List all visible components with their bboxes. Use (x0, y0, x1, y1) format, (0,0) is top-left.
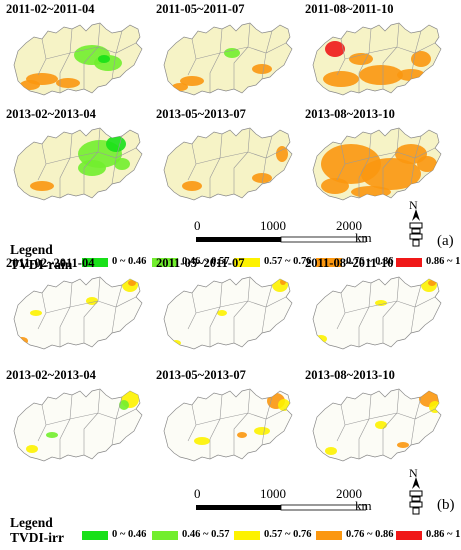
legend-class-label: 0.86 ~ 1 (426, 256, 461, 267)
legend-class-label: 0.46 ~ 0.57 (182, 529, 230, 540)
region-map (311, 124, 443, 209)
region-map (12, 124, 144, 209)
legend-class-label: 0.76 ~ 0.86 (346, 529, 394, 540)
legend-title-a: Legend TVDI-rain (10, 242, 72, 272)
panel-period-label: 2011-02~2011-04 (6, 2, 95, 16)
north-arrow-icon-a: N (409, 198, 423, 247)
map-panel: 2011-08~2011-10 (303, 256, 453, 360)
legend-variable-b: TVDI-irr (10, 530, 64, 545)
legend-word-a: Legend (10, 242, 53, 257)
region-map (12, 385, 144, 470)
region-map (311, 19, 443, 104)
panel-period-label: 2013-08~2013-10 (305, 368, 395, 382)
legend-word-b: Legend (10, 515, 53, 530)
legend-variable-a: TVDI-rain (10, 257, 73, 272)
north-label-b: N (409, 466, 418, 480)
scale-bar-a (196, 236, 366, 243)
legend-class-label: 0.57 ~ 0.76 (264, 529, 312, 540)
region-map (162, 19, 294, 104)
scale-bar-b (196, 504, 366, 511)
scale-tick-1000-a: 1000 (260, 218, 286, 233)
panel-period-label: 2013-05~2013-07 (156, 368, 246, 382)
map-panel: 2011-02~2011-04 (4, 256, 154, 360)
map-panel: 2013-05~2013-07 (154, 107, 304, 211)
legend-title-b: Legend TVDI-irr (10, 515, 64, 545)
region-map (162, 273, 294, 358)
legend-swatch (234, 258, 260, 267)
panel-period-label: 2013-02~2013-04 (6, 107, 96, 121)
map-panel: 2011-05~2011-07 (154, 256, 304, 360)
legend-class-label: 0 ~ 0.46 (112, 529, 147, 540)
legend-swatch (82, 531, 108, 540)
scale-unit-a: km (355, 230, 372, 245)
scale-unit-b: km (355, 498, 372, 513)
panel-period-label: 2013-05~2013-07 (156, 107, 246, 121)
region-map (12, 19, 144, 104)
scale-tick-2000-b: 2000 (336, 486, 362, 501)
scale-tick-1000-b: 1000 (260, 486, 286, 501)
legend-class-label: 0.86 ~ 1 (426, 529, 461, 540)
legend-swatch (234, 531, 260, 540)
north-label-a: N (409, 198, 418, 212)
map-panel: 2013-08~2013-10 (303, 368, 453, 472)
region-map (162, 385, 294, 470)
panel-period-label: 2011-08~2011-10 (305, 2, 394, 16)
legend-swatch (82, 258, 108, 267)
legend-swatch (396, 531, 422, 540)
legend-swatch (316, 531, 342, 540)
legend-class-label: 0.76 ~ 0.86 (346, 256, 394, 267)
legend-class-label: 0.57 ~ 0.76 (264, 256, 312, 267)
legend-swatch (396, 258, 422, 267)
region-map (162, 124, 294, 209)
region-map (311, 273, 443, 358)
panel-period-label: 2011-02~2011-04 (6, 256, 95, 270)
map-panel: 2013-02~2013-04 (4, 368, 154, 472)
map-panel: 2011-08~2011-10 (303, 2, 453, 106)
legend-swatch (152, 258, 178, 267)
panel-letter-a: (a) (437, 233, 454, 249)
map-panel: 2013-05~2013-07 (154, 368, 304, 472)
map-panel: 2011-02~2011-04 (4, 2, 154, 106)
scale-tick-0-a: 0 (194, 218, 201, 233)
panel-period-label: 2011-08~2011-10 (305, 256, 394, 270)
scale-tick-2000-a: 2000 (336, 218, 362, 233)
north-arrow-icon-b: N (409, 466, 423, 515)
region-map (12, 273, 144, 358)
panel-period-label: 2013-08~2013-10 (305, 107, 395, 121)
legend-class-label: 0 ~ 0.46 (112, 256, 147, 267)
legend-swatch (316, 258, 342, 267)
map-panel: 2013-08~2013-10 (303, 107, 453, 211)
panel-letter-b: (b) (437, 497, 455, 513)
panel-period-label: 2011-05~2011-07 (156, 2, 245, 16)
legend-class-label: 0.46 ~ 0.57 (182, 256, 230, 267)
region-map (311, 385, 443, 470)
scale-tick-0-b: 0 (194, 486, 201, 501)
map-panel: 2011-05~2011-07 (154, 2, 304, 106)
legend-swatch (152, 531, 178, 540)
map-panel: 2013-02~2013-04 (4, 107, 154, 211)
panel-period-label: 2013-02~2013-04 (6, 368, 96, 382)
panel-period-label: 2011-05~2011-07 (156, 256, 245, 270)
